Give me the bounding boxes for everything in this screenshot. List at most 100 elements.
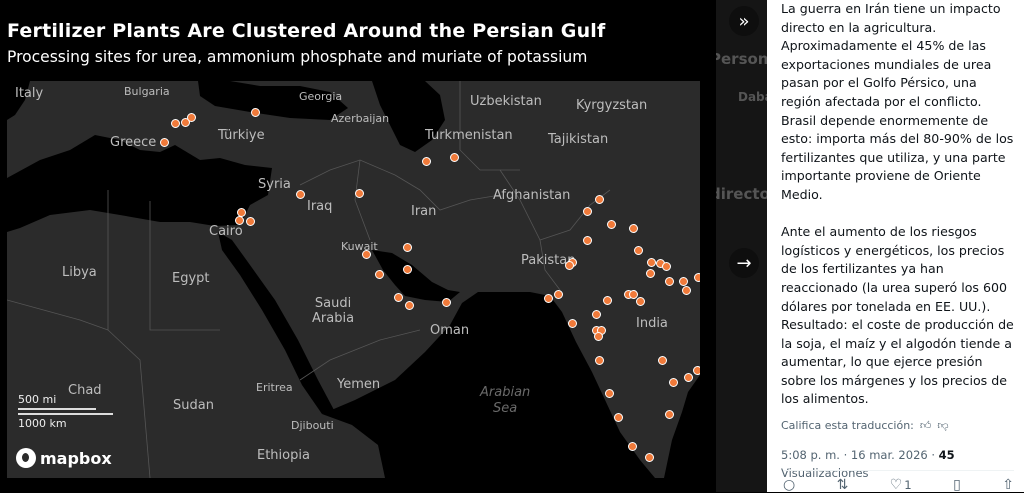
views-count: 45 (938, 448, 955, 463)
retweet-icon: ⇅ (836, 477, 849, 493)
views-label: Visualizaciones (781, 466, 869, 481)
scale-miles: 500 mi (18, 393, 57, 406)
map-label-saudi: Saudi Arabia (312, 296, 355, 326)
map-label-kuwait: Kuwait (341, 240, 378, 253)
chart-title: Fertilizer Plants Are Clustered Around t… (7, 20, 606, 42)
plant-dot[interactable] (602, 295, 612, 305)
plant-dot[interactable] (354, 188, 364, 198)
plant-dot[interactable] (564, 260, 574, 270)
plant-dot[interactable] (170, 118, 180, 128)
mapbox-logo[interactable]: mapbox (16, 448, 112, 468)
plant-dot[interactable] (628, 223, 638, 233)
plant-dot[interactable] (180, 117, 190, 127)
double-chevron-right-icon: » (738, 10, 750, 32)
plant-dot[interactable] (594, 355, 604, 365)
plant-dot[interactable] (582, 235, 592, 245)
reply-button[interactable]: ○ (783, 477, 795, 493)
map[interactable]: Italy Bulgaria Georgia Azerbaijan Uzbekistan… (7, 81, 700, 478)
map-label-uzbekistan: Uzbekistan (470, 94, 542, 109)
plant-dot[interactable] (295, 189, 305, 199)
chart-subtitle: Processing sites for urea, ammonium phos… (7, 47, 588, 66)
thumbs-down-icon[interactable]: 👎︎ (937, 419, 949, 433)
adriatic-sea (7, 81, 30, 120)
plant-dot[interactable] (234, 215, 244, 225)
plant-dot[interactable] (361, 249, 371, 259)
plant-dot[interactable] (402, 242, 412, 252)
black-sea (198, 81, 348, 120)
plant-dot[interactable] (393, 292, 403, 302)
plant-dot[interactable] (681, 285, 691, 295)
plant-dot[interactable] (591, 309, 601, 319)
plant-dot[interactable] (421, 156, 431, 166)
plant-dot[interactable] (657, 355, 667, 365)
like-button[interactable]: ♡ 1 (890, 477, 912, 493)
collapse-button[interactable]: » (729, 6, 759, 36)
caspian-sea (372, 81, 445, 152)
plant-dot[interactable] (604, 388, 614, 398)
tweet-text: La guerra en Irán tiene un impacto direc… (781, 1, 1014, 407)
map-label-eritrea: Eritrea (256, 381, 293, 394)
plant-dot[interactable] (441, 297, 451, 307)
share-icon: ⇧ (1002, 477, 1014, 493)
map-label-italy: Italy (15, 86, 44, 101)
plant-dot[interactable] (633, 245, 643, 255)
plant-dot[interactable] (186, 112, 196, 122)
plant-dot[interactable] (449, 152, 459, 162)
plant-dot[interactable] (159, 137, 169, 147)
map-label-greece: Greece (110, 135, 157, 150)
next-image-button[interactable]: → (729, 248, 759, 278)
map-label-tajikistan: Tajikistan (548, 132, 609, 147)
scale-bar: 500 mi 1000 km (18, 393, 113, 430)
timestamp[interactable]: 5:08 p. m. · 16 mar. 2026 · (781, 448, 939, 463)
plant-dot[interactable] (374, 269, 384, 279)
background-page: Personas Daba directo (716, 0, 767, 492)
map-label-syria: Syria (258, 177, 291, 192)
plant-dot[interactable] (402, 264, 412, 274)
plant-dot[interactable] (664, 276, 674, 286)
plant-dot[interactable] (668, 377, 678, 387)
plant-dot[interactable] (678, 276, 688, 286)
share-button[interactable]: ⇧ (1002, 477, 1014, 493)
arrow-right-icon: → (736, 252, 752, 274)
map-label-turkiye: Türkiye (218, 128, 265, 143)
plant-dot[interactable] (646, 257, 656, 267)
plant-dot[interactable] (553, 289, 563, 299)
map-label-arabian-sea: Arabian Sea (480, 385, 531, 416)
bookmark-icon: ▯ (953, 477, 961, 493)
plant-dot[interactable] (567, 318, 577, 328)
arabian-sea (322, 292, 655, 478)
map-label-chad: Chad (68, 383, 102, 398)
retweet-button[interactable]: ⇅ (837, 477, 849, 493)
plant-dot[interactable] (664, 409, 674, 419)
scale-km: 1000 km (18, 417, 67, 430)
thumbs-up-icon[interactable]: 👍︎ (919, 419, 932, 433)
plant-dot[interactable] (692, 365, 700, 375)
plant-dot[interactable] (693, 272, 700, 282)
map-label-iraq: Iraq (307, 199, 333, 214)
plant-dot[interactable] (593, 331, 603, 341)
plant-dot[interactable] (582, 206, 592, 216)
like-count: 1 (904, 478, 912, 492)
plant-dot[interactable] (606, 219, 616, 229)
map-label-india: India (636, 316, 668, 331)
plant-dot[interactable] (404, 300, 414, 310)
map-label-turkmenistan: Turkmenistan (425, 128, 513, 143)
plant-dot[interactable] (645, 268, 655, 278)
bookmark-button[interactable]: ▯ (953, 477, 961, 493)
plant-dot[interactable] (613, 412, 623, 422)
bay-of-bengal (664, 375, 700, 478)
plant-dot[interactable] (683, 372, 693, 382)
plant-dot[interactable] (644, 452, 654, 462)
media-viewer: Fertilizer Plants Are Clustered Around t… (7, 20, 700, 478)
mapbox-icon (16, 448, 36, 468)
plant-dot[interactable] (661, 261, 671, 271)
plant-dot[interactable] (543, 293, 553, 303)
map-label-ethiopia: Ethiopia (257, 448, 310, 463)
plant-dot[interactable] (594, 194, 604, 204)
plant-dot[interactable] (250, 107, 260, 117)
plant-dot[interactable] (635, 296, 645, 306)
plant-dot[interactable] (627, 441, 637, 451)
plant-dot[interactable] (628, 289, 638, 299)
plant-dot[interactable] (245, 216, 255, 226)
map-label-oman: Oman (430, 323, 470, 338)
